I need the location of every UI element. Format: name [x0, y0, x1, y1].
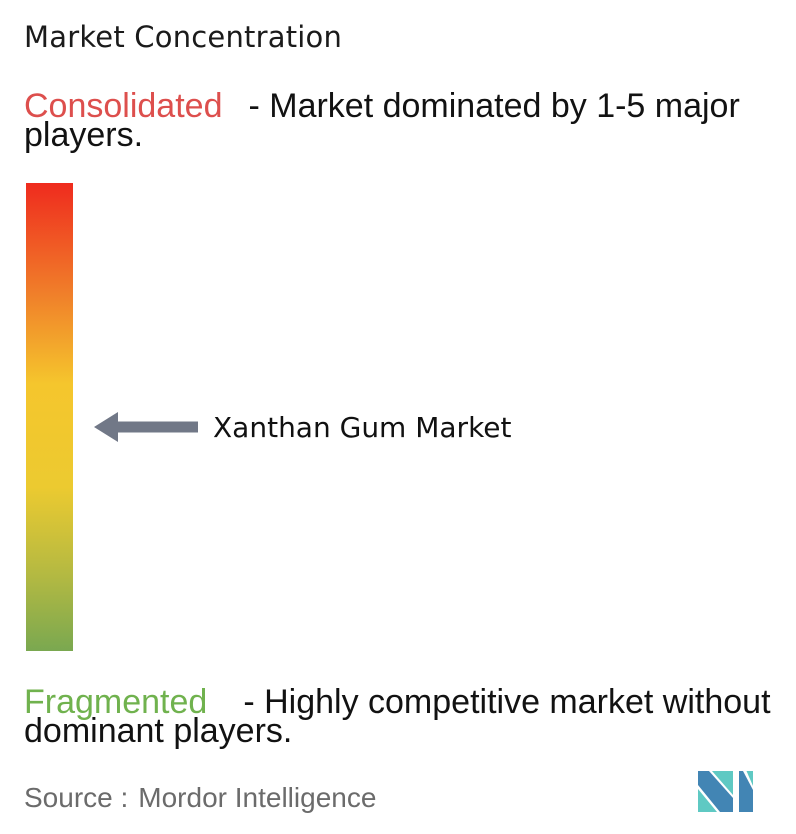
- left-arrow-icon: [94, 412, 198, 442]
- market-name-label: Xanthan Gum Market: [213, 410, 512, 444]
- source-prefix: Source :: [24, 782, 129, 813]
- consolidated-caption: Consolidated - Market dominated by 1-5 ma…: [24, 89, 780, 152]
- consolidated-description: - Market dominated by 1-5 major players.: [24, 87, 740, 154]
- market-annotation: Xanthan Gum Market: [94, 407, 511, 447]
- mordor-intelligence-logo: [698, 771, 753, 812]
- page-title: Market Concentration: [24, 20, 343, 54]
- concentration-gradient-bar: [26, 183, 73, 651]
- fragmented-caption: Fragmented - Highly competitive market wi…: [24, 685, 780, 748]
- fragmented-description: - Highly competitive market without domi…: [24, 683, 771, 750]
- source-line: Source : Mordor Intelligence: [24, 782, 376, 814]
- source-name: Mordor Intelligence: [138, 782, 377, 813]
- consolidated-label: Consolidated: [24, 87, 223, 125]
- fragmented-label: Fragmented: [24, 683, 208, 721]
